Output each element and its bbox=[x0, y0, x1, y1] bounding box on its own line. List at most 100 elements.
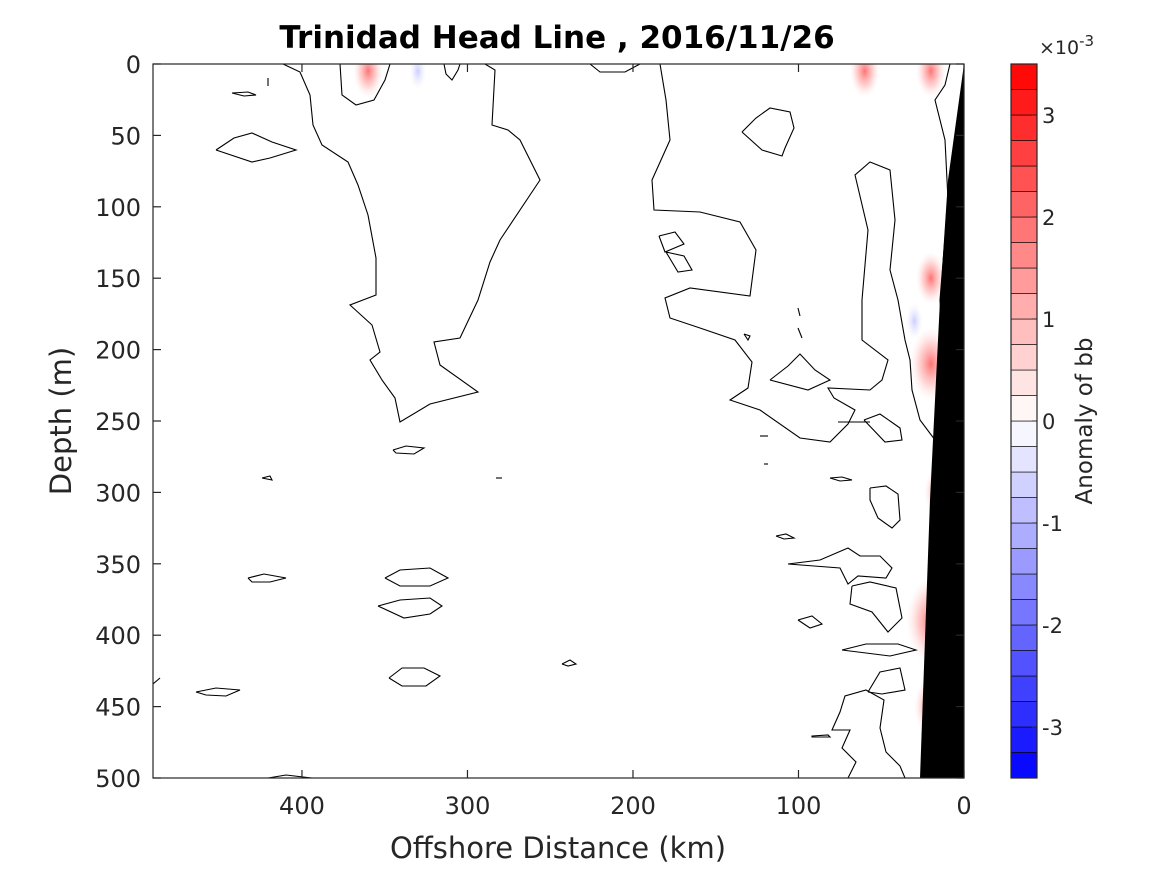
contour-line bbox=[863, 413, 903, 443]
contour-line bbox=[384, 567, 450, 587]
contour-line bbox=[658, 231, 685, 253]
contour-line bbox=[797, 615, 824, 629]
contour-line bbox=[831, 689, 906, 778]
plot-background bbox=[153, 64, 964, 778]
contour-line bbox=[377, 597, 443, 619]
colorbar-segment bbox=[1010, 522, 1038, 549]
colorbar-tick-label: 3 bbox=[1042, 104, 1055, 128]
colorbar-tick-label: -2 bbox=[1042, 614, 1063, 638]
contour-line bbox=[769, 353, 832, 391]
colorbar-segment bbox=[1010, 89, 1038, 116]
colorbar-segment bbox=[1010, 191, 1038, 218]
contour-line bbox=[388, 667, 442, 687]
y-axis: 0 50 100 150 200 250 300 350 400 450 500 bbox=[95, 51, 964, 793]
positive-anomaly-patch bbox=[353, 64, 384, 98]
colorbar-segment bbox=[1010, 267, 1038, 294]
contour-line bbox=[829, 476, 853, 482]
contour-line bbox=[443, 64, 461, 81]
chart-title: Trinidad Head Line , 2016/11/26 bbox=[279, 20, 834, 56]
colorbar: 3 2 1 0 -1 -2 -3 bbox=[1010, 63, 1063, 779]
colorbar-tick-label: -3 bbox=[1042, 716, 1063, 740]
contour-line bbox=[867, 667, 906, 695]
y-tick-label: 250 bbox=[95, 408, 141, 436]
x-axis-label: Offshore Distance (km) bbox=[390, 831, 726, 865]
y-tick-label: 200 bbox=[95, 337, 141, 365]
contour-line bbox=[849, 581, 903, 633]
negative-anomaly-patch bbox=[906, 303, 923, 340]
zero-contour-lines bbox=[153, 64, 951, 778]
colorbar-segment bbox=[1010, 701, 1038, 728]
y-tick-label: 350 bbox=[95, 551, 141, 579]
x-tick-label: 400 bbox=[279, 792, 325, 820]
x-tick-label: 200 bbox=[610, 792, 656, 820]
contour-line bbox=[153, 677, 161, 685]
contour-line bbox=[561, 659, 578, 667]
colorbar-segment bbox=[1010, 140, 1038, 167]
contour-line bbox=[392, 445, 426, 455]
colorbar-segment bbox=[1010, 726, 1038, 753]
contour-line bbox=[869, 485, 901, 529]
colorbar-segment bbox=[1010, 624, 1038, 651]
colorbar-segment bbox=[1010, 369, 1038, 396]
y-tick-label: 50 bbox=[110, 122, 141, 150]
colorbar-exponent: -3 bbox=[1079, 32, 1094, 50]
contour-line bbox=[665, 251, 693, 273]
contour-line bbox=[811, 734, 832, 738]
y-axis-label: Depth (m) bbox=[44, 347, 78, 495]
colorbar-segment bbox=[1010, 420, 1038, 447]
contour-line bbox=[841, 643, 919, 657]
colorbar-multiplier-base: ×10 bbox=[1039, 37, 1079, 59]
colorbar-segment bbox=[1010, 599, 1038, 626]
positive-anomaly-patch bbox=[915, 251, 946, 305]
positive-anomaly-patch bbox=[849, 64, 880, 98]
x-tick-label: 0 bbox=[956, 792, 971, 820]
contour-line bbox=[267, 774, 313, 778]
contour-line bbox=[261, 475, 273, 481]
negative-anomaly-patch bbox=[409, 64, 426, 90]
colorbar-segment bbox=[1010, 242, 1038, 269]
colorbar-segment bbox=[1010, 318, 1038, 345]
colorbar-segment bbox=[1010, 650, 1038, 677]
contour-line bbox=[741, 107, 795, 157]
colorbar-segment bbox=[1010, 344, 1038, 371]
contour-line bbox=[339, 64, 391, 106]
x-axis: 400 300 200 100 0 bbox=[279, 64, 972, 820]
colorbar-segment bbox=[1010, 165, 1038, 192]
contour-line bbox=[797, 307, 801, 317]
colorbar-segment bbox=[1010, 63, 1038, 90]
colorbar-tick-label: 2 bbox=[1042, 206, 1055, 230]
colorbar-segment bbox=[1010, 446, 1038, 473]
colorbar-segment bbox=[1010, 752, 1038, 779]
colorbar-tick-label: -1 bbox=[1042, 512, 1063, 536]
contour-line bbox=[787, 547, 893, 585]
y-tick-label: 100 bbox=[95, 194, 141, 222]
colorbar-tick-label: 0 bbox=[1042, 410, 1055, 434]
y-tick-label: 450 bbox=[95, 694, 141, 722]
colorbar-label: Anomaly of bb bbox=[1072, 338, 1098, 505]
plot-area bbox=[152, 63, 965, 779]
contour-line bbox=[743, 333, 751, 342]
contour-line bbox=[247, 573, 287, 583]
y-tick-label: 150 bbox=[95, 265, 141, 293]
colorbar-segment bbox=[1010, 497, 1038, 524]
contour-line bbox=[282, 64, 541, 423]
x-tick-label: 100 bbox=[776, 792, 822, 820]
positive-anomaly-patch bbox=[915, 64, 946, 98]
y-tick-label: 500 bbox=[95, 765, 141, 793]
contour-line bbox=[215, 132, 298, 163]
y-tick-label: 400 bbox=[95, 622, 141, 650]
colorbar-segment bbox=[1010, 216, 1038, 243]
colorbar-multiplier: ×10-3 bbox=[1039, 32, 1094, 59]
colorbar-tick-label: 1 bbox=[1042, 308, 1055, 332]
colorbar-segment bbox=[1010, 395, 1038, 422]
colorbar-segment bbox=[1010, 114, 1038, 141]
y-tick-label: 300 bbox=[95, 479, 141, 507]
colorbar-segment bbox=[1010, 548, 1038, 575]
contour-line bbox=[797, 327, 803, 339]
bathymetry-fill bbox=[920, 64, 964, 778]
colorbar-segment bbox=[1010, 675, 1038, 702]
colorbar-segment bbox=[1010, 471, 1038, 498]
contour-line bbox=[775, 533, 796, 540]
contour-line bbox=[231, 91, 257, 97]
